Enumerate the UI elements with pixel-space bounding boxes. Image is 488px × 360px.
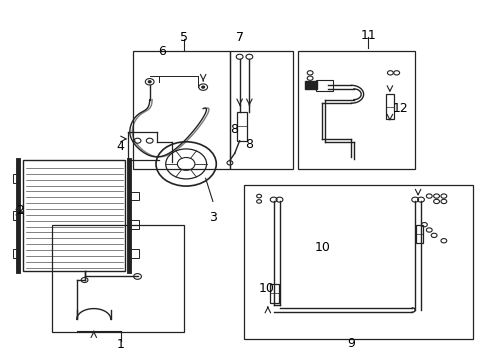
Text: 2: 2 bbox=[16, 204, 24, 217]
Bar bbox=[244, 185, 472, 339]
Text: 11: 11 bbox=[360, 29, 376, 42]
Bar bbox=[415, 225, 423, 243]
Text: 8: 8 bbox=[229, 123, 237, 136]
Text: 10: 10 bbox=[258, 283, 274, 296]
Text: 9: 9 bbox=[347, 337, 355, 350]
Bar bbox=[385, 94, 393, 119]
Circle shape bbox=[148, 81, 151, 83]
Bar bbox=[52, 225, 183, 332]
Bar bbox=[297, 51, 414, 169]
Bar bbox=[130, 192, 139, 201]
Bar bbox=[305, 81, 317, 89]
Bar bbox=[23, 160, 125, 271]
Text: 3: 3 bbox=[208, 211, 216, 224]
Text: 5: 5 bbox=[180, 31, 187, 44]
Text: 7: 7 bbox=[235, 31, 243, 44]
Bar bbox=[236, 112, 247, 141]
Text: 4: 4 bbox=[116, 140, 124, 153]
Bar bbox=[315, 80, 332, 91]
Bar bbox=[130, 220, 139, 229]
Circle shape bbox=[201, 86, 204, 88]
Bar bbox=[132, 51, 229, 169]
Text: 12: 12 bbox=[391, 102, 407, 115]
Bar bbox=[13, 174, 20, 183]
Text: 8: 8 bbox=[245, 138, 253, 151]
Bar bbox=[13, 249, 20, 257]
Bar bbox=[229, 51, 292, 169]
Text: 1: 1 bbox=[116, 338, 124, 351]
Bar bbox=[269, 284, 278, 303]
Bar bbox=[13, 211, 20, 220]
Bar bbox=[130, 249, 139, 257]
Text: 6: 6 bbox=[158, 45, 165, 58]
Text: 10: 10 bbox=[314, 241, 329, 255]
